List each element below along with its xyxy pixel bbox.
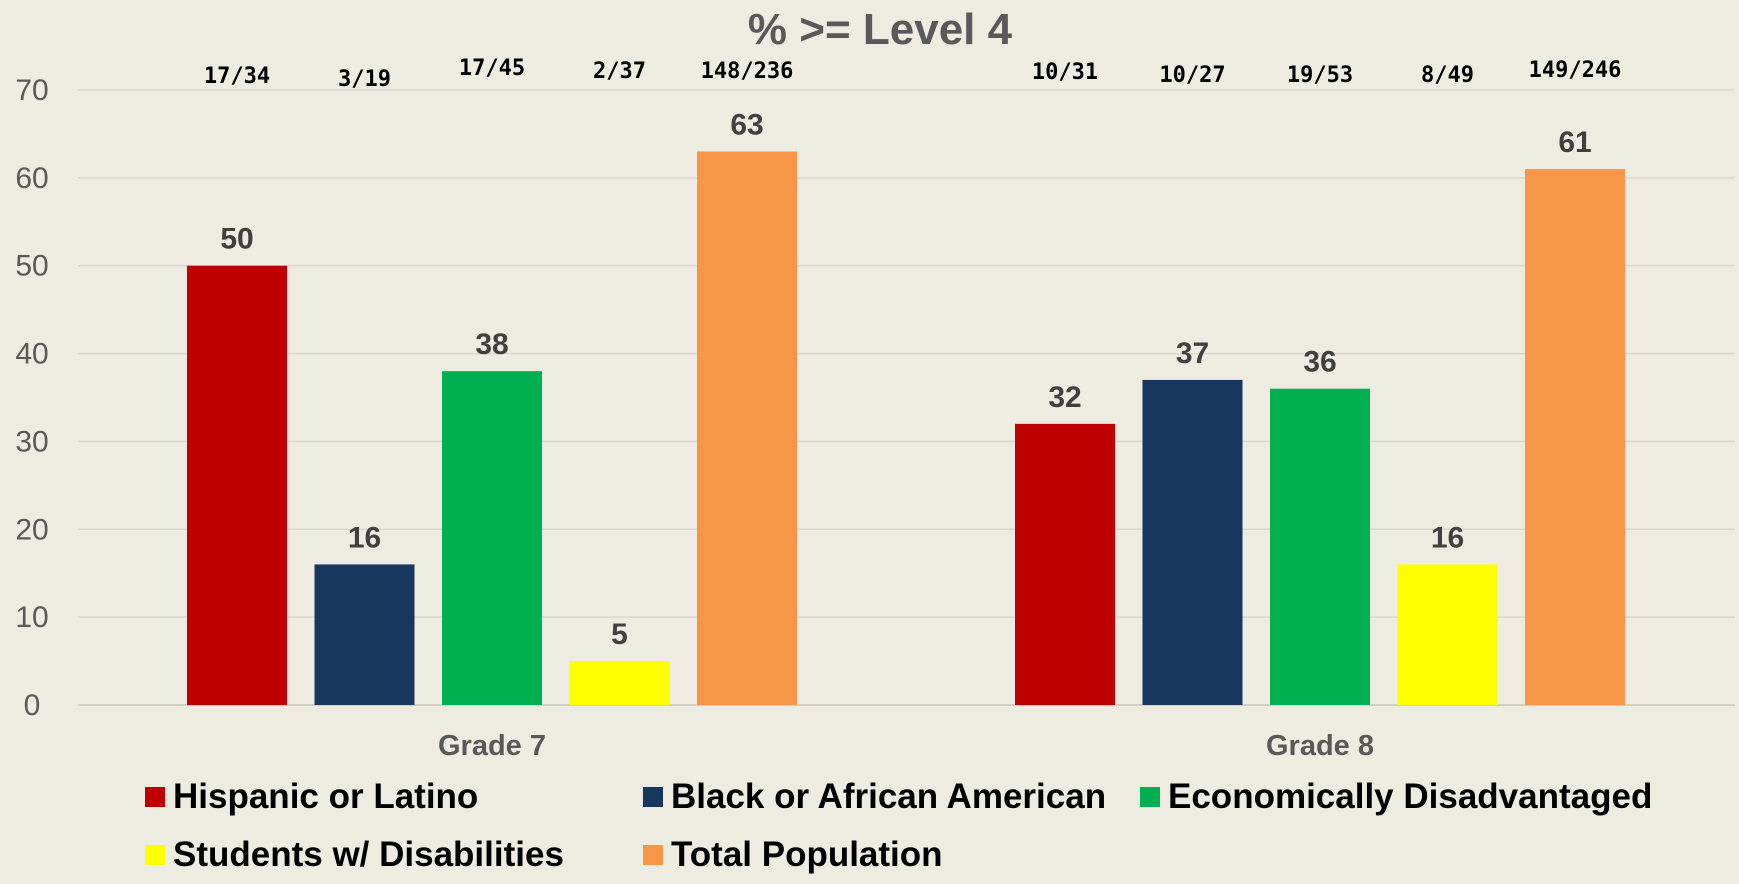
legend: Hispanic or Latino Black or African Ameri… [145, 777, 1652, 874]
bar [1525, 169, 1625, 706]
data-label: 37 [1176, 337, 1209, 370]
data-label: 16 [1431, 521, 1464, 554]
legend-swatch [145, 845, 165, 865]
data-label: 36 [1303, 346, 1336, 379]
x-category-label: Grade 7 [438, 730, 546, 762]
fraction-label: 19/53 [1287, 63, 1353, 88]
fraction-label: 10/27 [1159, 63, 1225, 88]
y-axis: 0 10 20 30 40 50 60 70 [15, 74, 48, 722]
fraction-label: 149/246 [1529, 58, 1622, 83]
x-category-label: Grade 8 [1266, 730, 1374, 762]
legend-label: Total Population [671, 835, 943, 874]
y-tick-label: 70 [15, 74, 48, 107]
bar [697, 151, 797, 705]
data-label: 5 [611, 618, 628, 651]
legend-swatch [145, 787, 165, 807]
legend-swatch [643, 845, 663, 865]
y-tick-label: 60 [15, 162, 48, 195]
fraction-label: 17/45 [459, 56, 525, 81]
y-tick-label: 10 [15, 601, 48, 634]
data-label: 50 [220, 223, 253, 256]
fraction-label: 10/31 [1032, 60, 1098, 85]
data-label: 38 [475, 328, 508, 361]
legend-swatch [643, 787, 663, 807]
bar [187, 265, 287, 705]
data-label: 61 [1558, 126, 1591, 159]
y-tick-label: 30 [15, 425, 48, 458]
y-tick-label: 0 [24, 689, 41, 722]
data-label: 63 [730, 109, 763, 142]
legend-label: Black or African American [671, 777, 1106, 816]
fraction-label: 8/49 [1421, 63, 1474, 88]
y-tick-label: 40 [15, 338, 48, 371]
legend-label: Hispanic or Latino [173, 777, 478, 816]
x-axis: Grade 7 Grade 8 [438, 730, 1374, 762]
legend-label: Economically Disadvantaged [1168, 777, 1652, 816]
chart-title: % >= Level 4 [748, 5, 1013, 54]
fraction-label: 2/37 [593, 59, 646, 84]
bar [569, 661, 670, 705]
bars [187, 151, 1625, 706]
bar [442, 371, 542, 705]
bar [314, 564, 415, 705]
data-label: 16 [348, 521, 381, 554]
bar [1015, 423, 1115, 705]
bar [1270, 388, 1370, 705]
fraction-label: 148/236 [701, 59, 794, 84]
y-tick-label: 20 [15, 513, 48, 546]
legend-label: Students w/ Disabilities [173, 835, 564, 874]
legend-swatch [1140, 787, 1160, 807]
data-label: 32 [1048, 381, 1081, 414]
y-tick-label: 50 [15, 250, 48, 283]
fraction-label: 17/34 [204, 64, 270, 89]
bar [1397, 564, 1498, 705]
fraction-label: 3/19 [338, 67, 391, 92]
bar [1142, 379, 1243, 705]
data-labels: 50 17/34 32 10/31 16 3/19 37 10/27 38 17/45 36 19/5… [204, 56, 1621, 651]
